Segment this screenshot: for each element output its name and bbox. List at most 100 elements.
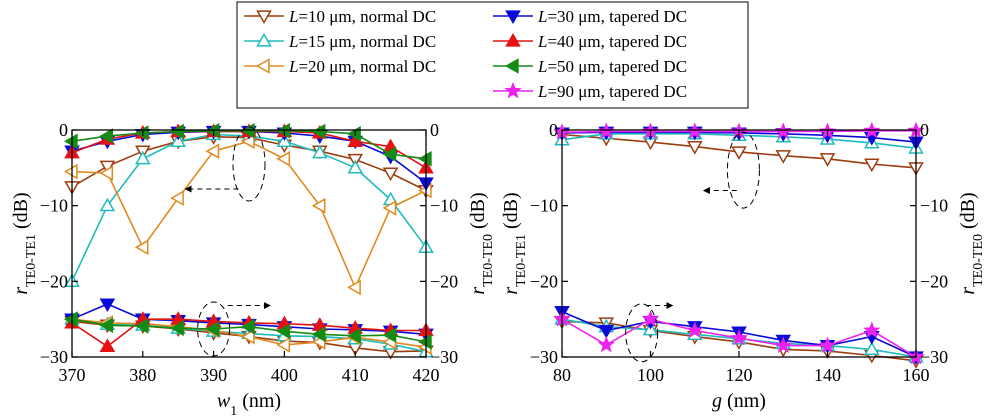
right-xtick-label-140: 140 [814,365,841,385]
right-ylabel-left: rTE0-TE1 (dB) [500,192,529,294]
right-series-7-point-7 [863,321,881,338]
left-series-11-point-0 [63,311,78,327]
right-series-7-l-90-m-tapered-dc [553,310,925,365]
right-ytick-left-label--10: −10 [530,196,558,216]
right-ytick-right-label--10: −10 [920,196,948,216]
left-series-1-point-7 [312,144,328,159]
right-series-3-point-3 [686,122,704,139]
right-ylabel-right: rTE0-TE0 (dB) [957,192,986,294]
legend-item-1: L=15 μm, normal DC [244,32,436,51]
left-ytick-left-label--10: −10 [40,196,68,216]
right-series-7-point-6 [818,336,837,353]
left-xtick-label-370: 370 [59,365,86,385]
left-series-2-point-2 [134,239,149,256]
right-ytick-right-label-0: 0 [920,120,929,140]
left-xlabel-subscript: 1 [230,404,237,419]
right-bottom-ellipse [625,303,659,363]
right-ytick-left-label--30: −30 [530,347,558,367]
right-series-0-point-4 [731,146,747,160]
left-series-2-point-0 [63,163,78,180]
right-series-0-point-6 [819,153,836,167]
right-series-6-point-1 [598,324,615,339]
left-series-9-point-1 [99,298,116,313]
left-series-2-point-6 [276,151,291,167]
left-series-11-point-4 [205,321,220,337]
left-xtick-label-390: 390 [200,365,227,385]
legend-label-6: L=90 μm, tapered DC [537,82,687,101]
left-series-8-point-6 [276,337,291,353]
legend-label-symbol-5: L [537,57,547,76]
left-series-5-point-1 [99,128,114,144]
legend-label-text-3: =30 μm, tapered DC [547,7,687,26]
left-series-1-point-1 [99,197,116,212]
left-xlabel: w1 (nm) [217,390,281,419]
right-top-ellipse [726,131,760,209]
left-xtick-label-400: 400 [271,365,298,385]
left-ylabel-right: rTE0-TE0 (dB) [467,192,496,294]
left-ylabel-right-subscript: TE0-TE0 [481,234,496,287]
legend-label-symbol-1: L [288,32,298,51]
left-series-5-point-3 [170,123,184,140]
left-ytick-right-label--10: −10 [430,196,458,216]
left-series-5-point-6 [276,123,291,139]
right-xlabel-symbol: g [712,390,722,412]
left-ylabel-left: rTE0-TE1 (dB) [10,192,39,294]
legend-label-5: L=50 μm, tapered DC [537,57,687,76]
legend-marker-5 [504,58,519,74]
right-series-0-point-3 [687,141,703,155]
left-series-11-point-10 [417,334,432,350]
legend-label-1: L=15 μm, normal DC [288,32,436,51]
legend-label-text-1: =15 μm, normal DC [298,32,436,51]
left-ytick-left-label-0: 0 [59,120,68,140]
left-series-1-point-3 [170,133,186,147]
left-ylabel-left-symbol: r [10,287,32,295]
legend-label-symbol-4: L [537,32,547,51]
left-series-1-line [71,133,427,282]
legend-item-2: L=20 μm, normal DC [244,57,436,76]
right-ytick-right-label--30: −30 [920,347,948,367]
left-series-11-point-2 [134,318,149,334]
left-ytick-left-label--30: −30 [40,347,68,367]
right-series-7-point-4 [730,329,748,346]
right-ylabel-right-symbol: r [957,287,979,295]
legend-label-3: L=30 μm, tapered DC [537,7,687,26]
legend-item-3: L=30 μm, tapered DC [493,7,687,26]
legend-marker-2 [255,58,270,74]
left-series-2-line [71,140,427,290]
right-series-3-point-1 [597,122,615,139]
right-ytick-right-label--20: −20 [920,271,948,291]
left-top-ellipse [232,126,266,202]
right-xlabel: g (nm) [712,390,766,412]
left-series-5-point-7 [311,123,326,140]
left-series-2-point-3 [170,190,184,206]
right-ytick-left-label--20: −20 [530,271,558,291]
legend-item-4: L=40 μm, tapered DC [493,32,687,51]
legend-box [236,1,749,109]
left-series-5-point-0 [63,133,78,150]
legend-label-0: L=10 μm, normal DC [288,7,436,26]
legend-marker-1 [256,32,272,47]
right-series-3-point-5 [774,122,792,139]
left-xtick-label-380: 380 [129,365,156,385]
left-series-11-point-1 [99,317,114,333]
left-series-11-point-9 [382,327,397,343]
left-series-11-point-5 [240,318,255,335]
left-series-1-l-15-m-normal-dc [64,126,434,287]
left-ylabel-right-symbol: r [467,287,489,295]
left-ytick-right-label-0: 0 [430,120,439,140]
left-xtick-label-420: 420 [413,365,440,385]
right-ylabel-left-unit: (dB) [500,192,522,234]
left-xtick-label-410: 410 [342,365,369,385]
legend-marker-4 [505,32,521,47]
left-ytick-right-label--30: −30 [430,347,458,367]
right-ylabel-left-subscript: TE0-TE1 [514,234,529,287]
legend-label-symbol-0: L [288,7,298,26]
legend-label-4: L=40 μm, tapered DC [537,32,687,51]
right-panel: 80 100 120 140 160 0 −10 −20 −30 0 −10 −20 −30 g (nm)… [500,120,986,412]
right-ylabel-right-subscript: TE0-TE0 [971,234,986,287]
left-axes-frame [71,129,427,358]
right-axes-frame [561,129,917,358]
left-ytick-right-label--20: −20 [430,271,458,291]
left-series-11-point-6 [276,323,291,340]
left-ylabel-left-subscript: TE0-TE1 [24,234,39,287]
